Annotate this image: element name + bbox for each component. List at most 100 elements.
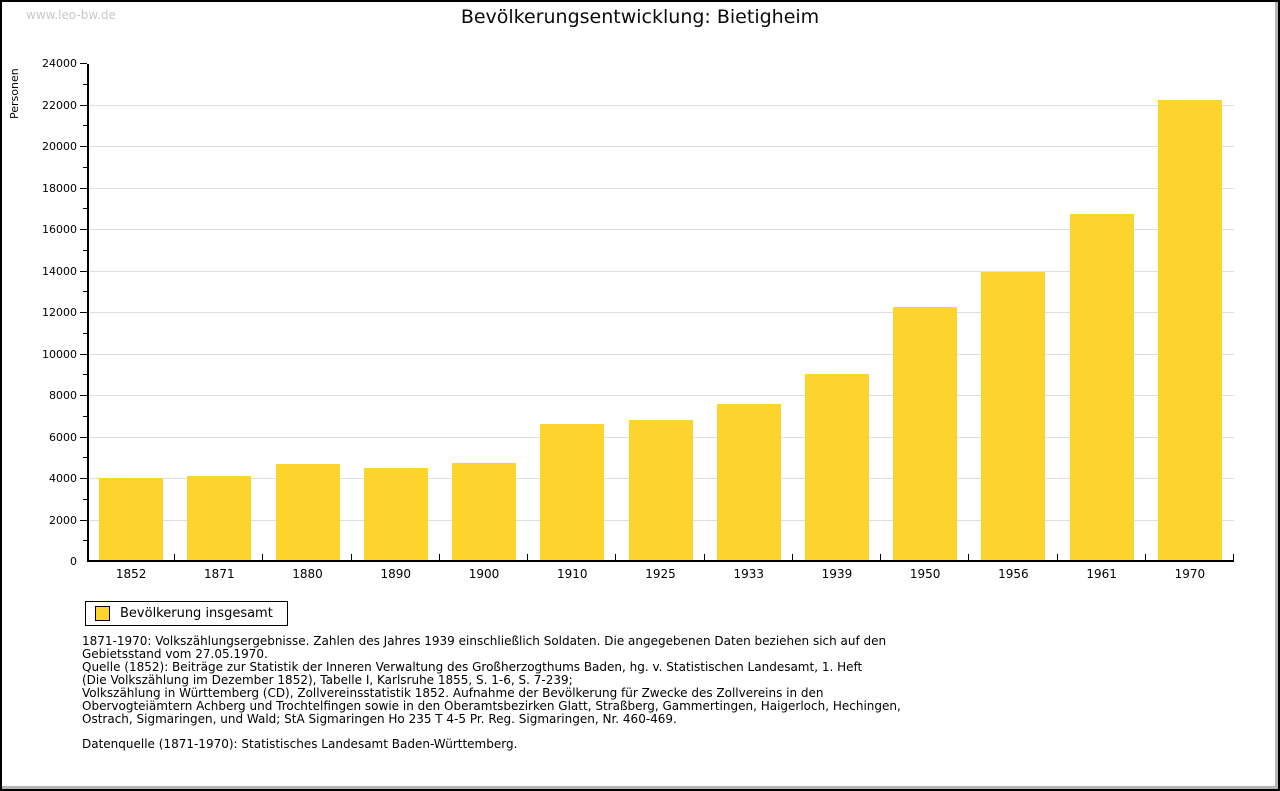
x-boundary-tick xyxy=(968,554,970,560)
y-minor-tick xyxy=(83,249,87,251)
x-tick-label: 1925 xyxy=(645,567,676,581)
x-boundary-tick xyxy=(880,554,882,560)
site-watermark: www.leo-bw.de xyxy=(26,8,116,22)
y-tick-label: 2000 xyxy=(49,513,77,527)
bar-1900 xyxy=(452,463,517,560)
gridline xyxy=(89,229,1234,230)
y-minor-tick xyxy=(83,83,87,85)
x-axis-labels: 1852 1871 1880 1890 1900 1910 1925 1933 1939 1950… xyxy=(87,567,1234,583)
y-tick-label: 24000 xyxy=(42,57,77,70)
bar-1925 xyxy=(628,419,693,560)
bar-1956 xyxy=(981,271,1046,560)
x-boundary-tick xyxy=(1144,554,1146,560)
y-minor-tick xyxy=(83,208,87,210)
y-tick-label: 10000 xyxy=(42,347,77,361)
source-note-line: Gebietsstand vom 27.05.1970. xyxy=(82,647,268,661)
y-tick-label: 0 xyxy=(70,555,77,568)
legend-label: Bevölkerung insgesamt xyxy=(120,606,273,621)
source-notes: 1871-1970: Volkszählungsergebnisse. Zahl… xyxy=(82,635,901,751)
y-tick-label: 12000 xyxy=(42,306,77,319)
source-note-line: Volkszählung in Württemberg (CD), Zollve… xyxy=(82,686,824,700)
y-major-tick xyxy=(80,229,87,230)
x-boundary-tick xyxy=(527,554,529,560)
x-tick-label: 1890 xyxy=(380,567,412,581)
bar-1880 xyxy=(275,464,340,560)
bar-1939 xyxy=(804,374,869,560)
x-tick-label: 1871 xyxy=(204,567,235,581)
y-major-tick xyxy=(80,146,87,147)
y-tick-label: 22000 xyxy=(42,98,77,112)
x-boundary-tick xyxy=(1233,554,1234,560)
y-minor-tick xyxy=(83,166,87,168)
y-major-tick xyxy=(80,187,87,189)
y-minor-tick xyxy=(83,457,87,459)
gridline xyxy=(89,395,1234,396)
x-tick-label: 1933 xyxy=(733,567,764,581)
x-tick-label: 1970 xyxy=(1174,567,1206,581)
x-boundary-tick xyxy=(791,554,793,560)
gridline xyxy=(89,353,1234,355)
y-minor-tick xyxy=(83,125,87,127)
y-tick-label: 18000 xyxy=(42,181,77,195)
source-note-line: (Die Volkszählung im Dezember 1852), Tab… xyxy=(82,673,573,687)
x-boundary-tick xyxy=(174,554,176,560)
x-tick-label: 1900 xyxy=(468,567,500,581)
y-major-tick xyxy=(80,395,87,396)
x-boundary-tick xyxy=(703,554,705,560)
x-tick-label: 1956 xyxy=(998,567,1029,581)
x-boundary-tick xyxy=(1056,554,1058,560)
datasource-line: Datenquelle (1871-1970): Statistisches L… xyxy=(82,737,518,751)
bar-1933 xyxy=(716,404,781,560)
y-major-tick xyxy=(80,478,87,479)
y-tick-label: 4000 xyxy=(49,472,77,485)
y-tick-label: 20000 xyxy=(42,140,77,153)
gridline xyxy=(89,270,1234,272)
y-tick-label: 8000 xyxy=(49,389,77,402)
y-major-tick xyxy=(80,312,87,313)
y-major-tick xyxy=(80,519,87,521)
plot-area: 0 2000 4000 6000 8000 10000 12000 14000 16000 180… xyxy=(42,58,1234,568)
y-tick-label: 16000 xyxy=(42,223,77,236)
source-note-line: Obervogteiämtern Achberg und Trochtelfin… xyxy=(82,699,901,713)
source-note-line: 1871-1970: Volkszählungsergebnisse. Zahl… xyxy=(82,634,887,648)
x-tick-label: 1939 xyxy=(821,567,853,581)
x-boundary-tick xyxy=(615,554,617,560)
gridline xyxy=(89,146,1234,147)
y-tick-label: 14000 xyxy=(42,264,77,278)
gridline xyxy=(89,312,1234,313)
source-note-line: Ostrach, Sigmaringen, und Wald; StA Sigm… xyxy=(82,712,677,726)
bar-1852 xyxy=(99,477,164,560)
x-boundary-tick xyxy=(350,554,352,560)
y-minor-tick xyxy=(83,291,87,293)
x-tick-label: 1852 xyxy=(115,567,147,581)
y-major-tick xyxy=(80,353,87,355)
x-tick-label: 1880 xyxy=(292,567,323,581)
gridline xyxy=(89,104,1234,106)
bar-1961 xyxy=(1069,214,1134,560)
y-major-tick xyxy=(80,436,87,438)
chart-title: Bevölkerungsentwicklung: Bietigheim xyxy=(460,6,820,28)
y-minor-tick xyxy=(83,498,87,500)
bar-1910 xyxy=(540,424,605,560)
source-note-line: Quelle (1852): Beiträge zur Statistik de… xyxy=(82,660,863,674)
x-boundary-tick xyxy=(262,554,264,560)
x-tick-label: 1961 xyxy=(1086,567,1117,581)
y-axis-line xyxy=(87,64,89,562)
y-tick-label: 6000 xyxy=(49,430,77,444)
legend-swatch-icon xyxy=(95,606,110,621)
x-tick-label: 1950 xyxy=(909,567,941,581)
y-minor-tick xyxy=(83,374,87,376)
legend: Bevölkerung insgesamt xyxy=(85,601,288,626)
y-major-tick xyxy=(80,104,87,106)
y-major-tick xyxy=(80,270,87,272)
x-tick-label: 1910 xyxy=(556,567,588,581)
bar-1871 xyxy=(187,475,252,560)
bar-1890 xyxy=(363,467,428,560)
y-minor-tick xyxy=(83,415,87,417)
gridline xyxy=(89,187,1234,189)
bar-1950 xyxy=(893,306,958,560)
y-minor-tick xyxy=(83,332,87,334)
y-major-tick xyxy=(80,63,87,64)
x-boundary-tick xyxy=(438,554,440,560)
